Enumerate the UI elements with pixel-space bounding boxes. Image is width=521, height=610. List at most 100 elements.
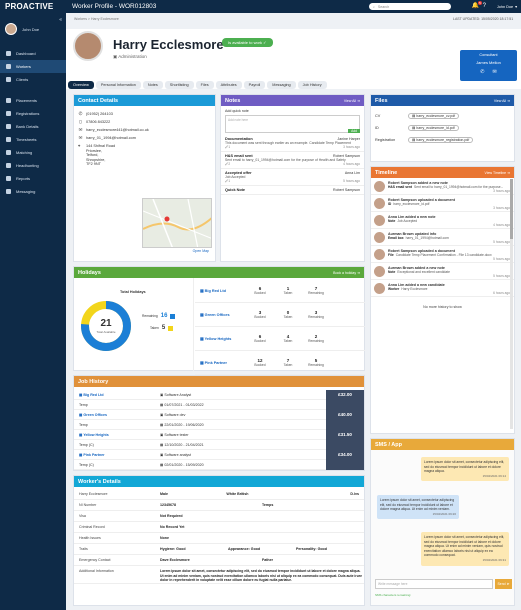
file-pill[interactable]: ▤ harry_ecclesmore_id.pdf xyxy=(408,125,459,131)
tab-job-history[interactable]: Job History xyxy=(297,81,327,89)
timeline-end: No more history to show xyxy=(423,305,462,309)
holiday-row[interactable]: ▦ Yellow Heights 6 Booked 4 Taken 2 Remaining xyxy=(195,327,365,351)
job-row[interactable]: Temp (C) ▦ 12/10/2020 - 21/04/2021 xyxy=(74,439,364,450)
holiday-booked-value: 6 xyxy=(258,286,262,291)
scrollbar[interactable] xyxy=(510,179,513,429)
timeline-item[interactable]: Robert Sampson uploaded a document ID harr… xyxy=(371,195,514,212)
timeline-who: Robert Sampson added a new note xyxy=(388,181,448,185)
phone-row[interactable]: ✆ (01952) 264103 xyxy=(78,111,113,116)
holiday-booked: 6 Booked xyxy=(246,334,274,343)
note-author: Janine Harper xyxy=(337,137,360,141)
phone-icon: ✆ xyxy=(78,111,83,116)
note-item[interactable]: Accepted offer Anna Lim Job Accepted 🖉 1 5 h… xyxy=(221,169,364,186)
tab-notes[interactable]: Notes xyxy=(142,81,163,89)
open-map-link[interactable]: Open Map xyxy=(192,249,209,253)
job-row[interactable]: ▦ Green Offices ▣ Software dev £40.00 xyxy=(74,409,364,420)
sidebar-item-matching[interactable]: Matching xyxy=(0,146,66,159)
timeline-item[interactable]: Robert Sampson uploaded a document File Ca… xyxy=(371,246,514,263)
worker-row: Emergency Contact Dave Ecclesmore Father xyxy=(74,555,364,566)
job-row[interactable]: Temp (C) ▦ 02/01/2020 - 15/09/2020 xyxy=(74,459,364,470)
view-timeline-link[interactable]: View Timeline ➔ xyxy=(484,170,510,175)
holiday-client[interactable]: ▦ Green Offices xyxy=(200,312,246,317)
sidebar-item-bank-details[interactable]: Bank Details xyxy=(0,120,66,133)
add-note-button[interactable]: Add xyxy=(348,129,360,133)
worker-field-extra: Temps xyxy=(262,503,274,507)
job-row[interactable]: Temp ▦ 22/01/2020 - 19/06/2020 xyxy=(74,419,364,430)
note-item[interactable]: Documentation Janine Harper This document … xyxy=(221,135,364,152)
timeline-item[interactable]: Anna Lim added a new note Note Job Accepte… xyxy=(371,212,514,229)
file-pill[interactable]: ▤ harry_ecclesmore_cv.pdf xyxy=(408,113,460,119)
address-lines: 144 Shifnal Road Priorslee, Telford, Shr… xyxy=(86,144,116,167)
file-icon: ▤ xyxy=(412,114,417,118)
sidebar-item-reports[interactable]: Reports xyxy=(0,172,66,185)
collapse-sidebar-icon[interactable]: « xyxy=(59,17,62,23)
tab-messaging[interactable]: Messaging xyxy=(267,81,296,89)
holiday-client[interactable]: ▦ Yellow Heights xyxy=(200,336,246,341)
note-item[interactable]: Quick Note Robert Sampson xyxy=(221,186,364,195)
holiday-client[interactable]: ▦ Big Red Ltd xyxy=(200,288,246,293)
user-menu[interactable]: John Doe ▾ xyxy=(496,4,517,10)
job-row[interactable]: ▦ Yellow Heights ▣ Software tester £31.50 xyxy=(74,429,364,440)
breadcrumb[interactable]: Workers > Harry Ecclesmore xyxy=(74,17,119,21)
tab-shortlisting[interactable]: Shortlisting xyxy=(164,81,194,89)
sidebar-item-placements[interactable]: Placements xyxy=(0,94,66,107)
timeline-item[interactable]: Aurman Brown updated info Email box harry_… xyxy=(371,229,514,246)
message-input[interactable]: Write message here xyxy=(375,579,493,589)
sidebar-item-clients[interactable]: Clients xyxy=(0,73,66,86)
sidebar-item-dashboard[interactable]: Dashboard xyxy=(0,47,66,60)
note-item[interactable]: H&S email sent Robert Sampson Sent email t… xyxy=(221,152,364,169)
phone-icon[interactable]: ✆ xyxy=(480,69,485,75)
file-pill[interactable]: ▤ harry_ecclesmore_registration.pdf xyxy=(408,137,474,143)
search-input[interactable]: ⌕ Search xyxy=(368,3,451,10)
view-all-link[interactable]: View All ➔ xyxy=(493,98,510,103)
bell-icon[interactable]: 🔔 5 xyxy=(471,1,482,9)
mail-icon[interactable]: ✉ xyxy=(492,69,497,75)
file-row[interactable]: CV ▤ harry_ecclesmore_cv.pdf xyxy=(371,110,514,122)
job-client: ▦ Yellow Heights xyxy=(74,433,160,437)
note-meta: 🖉 1 5 hours ago xyxy=(225,179,360,183)
mobile-row[interactable]: ▯ 07806 843222 xyxy=(79,119,111,124)
job-client-name: Yellow Heights xyxy=(83,432,109,437)
holiday-booked-value: 3 xyxy=(258,310,262,315)
holiday-row[interactable]: ▦ Pink Partner 12 Booked 7 Taken 5 Remaining xyxy=(195,351,365,375)
brand-logo[interactable]: PROACTIVE xyxy=(5,2,54,11)
file-row[interactable]: ID ▤ harry_ecclesmore_id.pdf xyxy=(371,122,514,134)
email-row[interactable]: ✉ harry_ecclesmore441@hotmail.co.uk xyxy=(78,127,149,132)
tab-files[interactable]: Files xyxy=(195,81,214,89)
sidebar-item-headhunting[interactable]: Headhunting xyxy=(0,159,66,172)
timeline-date: 5 hours ago xyxy=(493,240,510,244)
map[interactable] xyxy=(142,198,212,248)
sidebar-item-label: Messaging xyxy=(16,189,36,194)
job-client: ▦ Big Red Ltd xyxy=(74,393,160,397)
holiday-client[interactable]: ▦ Pink Partner xyxy=(200,360,246,365)
tab-payroll[interactable]: Payroll xyxy=(243,81,266,89)
view-all-link[interactable]: View All ➔ xyxy=(343,98,360,103)
send-button[interactable]: Send ➤ xyxy=(495,579,512,589)
sidebar-item-workers[interactable]: Workers xyxy=(0,60,66,73)
job-row[interactable]: ▦ Big Red Ltd ▣ Software Analyst £32.00 xyxy=(74,389,364,400)
holiday-row[interactable]: ▦ Green Offices 3 Booked 0 Taken 3 Remaining xyxy=(195,303,365,327)
file-row[interactable]: Registration ▤ harry_ecclesmore_registrat… xyxy=(371,134,514,146)
worker-field-label: Emergency Contact xyxy=(79,558,111,562)
timeline-item[interactable]: Robert Sampson added a new note H&S email… xyxy=(371,178,514,195)
holiday-row[interactable]: ▦ Big Red Ltd 6 Booked 1 Taken 7 Remaining xyxy=(195,279,365,303)
tab-personal-information[interactable]: Personal Information xyxy=(95,81,141,89)
tab-attributes[interactable]: Attributes xyxy=(215,81,242,89)
holidays-card: Holidays Book a holiday ➔ Total Holidays … xyxy=(73,266,365,375)
timeline-item[interactable]: Anna Lim added a new candidate Worker Harr… xyxy=(371,280,514,297)
job-detail: ▦ 22/01/2020 - 19/06/2020 xyxy=(160,423,326,427)
availability-badge[interactable]: Is available to work ✓ xyxy=(222,38,273,47)
tab-overview[interactable]: Overview xyxy=(68,81,94,89)
job-row[interactable]: Temp ▦ 01/07/2021 - 01/03/2022 xyxy=(74,399,364,410)
sidebar-item-registrations[interactable]: Registrations xyxy=(0,107,66,120)
sidebar-user[interactable]: John Doe xyxy=(0,13,66,47)
job-row[interactable]: ▦ Pink Partner ▣ Software analyst £34.00 xyxy=(74,449,364,460)
book-holiday-link[interactable]: Book a holiday ➔ xyxy=(333,270,360,275)
sidebar-item-timesheets[interactable]: Timesheets xyxy=(0,133,66,146)
timeline-item[interactable]: Aurman Brown added a new note Note Excepti… xyxy=(371,263,514,280)
quick-note-input[interactable]: Add note here Add xyxy=(225,115,360,133)
help-icon[interactable]: ? xyxy=(482,3,486,9)
email-row[interactable]: ✉ harry_01_1994@hotmail.com xyxy=(78,135,136,140)
sidebar-item-messaging[interactable]: Messaging xyxy=(0,185,66,198)
job-detail-text: Software analyst xyxy=(164,452,191,457)
